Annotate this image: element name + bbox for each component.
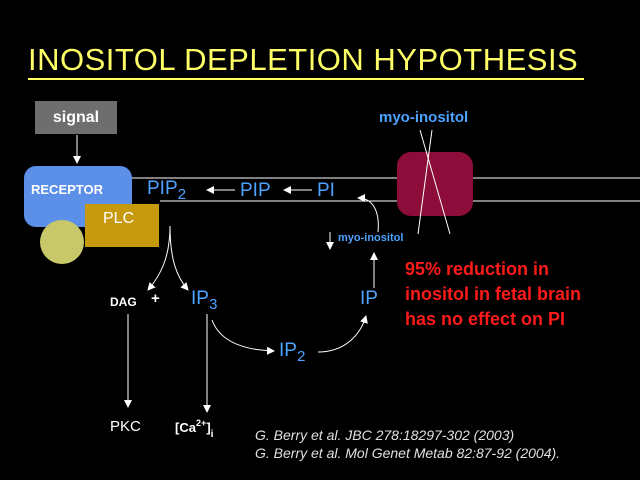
finding-text: 95% reduction in inositol in fetal brain… [405,257,581,332]
myo-inositol-top-label: myo-inositol [379,109,469,126]
pip2-subscript: 2 [177,186,187,203]
ip2-to-ip-arrow [317,315,368,353]
inositol-transporter [397,152,473,216]
calcium-label: [Ca2+]i [175,418,214,440]
ip3-label: IP3 [191,288,218,313]
references: G. Berry et al. JBC 278:18297-302 (2003)… [255,426,560,462]
ip2-label: IP2 [279,340,306,365]
plc-box: PLC [85,204,159,247]
finding-line-2: inositol in fetal brain [405,284,582,304]
plc-to-ip3-arrow [169,225,189,291]
dag-label: DAG [110,295,137,309]
plus-sign: + [151,290,160,307]
ip3-subscript: 3 [208,296,218,313]
calcium-open: [Ca [175,420,196,435]
reference-1: G. Berry et al. JBC 278:18297-302 (2003) [255,427,515,443]
ip3-to-ip2-arrow [211,319,275,355]
calcium-superscript: 2+ [195,418,207,428]
pip-label: PIP [240,180,271,201]
ip2-subscript: 2 [296,348,306,365]
slide-title: INOSITOL DEPLETION HYPOTHESIS [28,42,579,77]
pkc-label: PKC [110,418,141,435]
calcium-subscript: i [210,429,214,440]
cross-line-2 [417,129,433,235]
cross-line-1 [419,129,451,235]
ip2-base: IP [279,340,297,361]
title-underline [28,78,584,80]
ip-label: IP [360,288,378,309]
pi-label: PI [317,180,335,201]
finding-line-1: 95% reduction in [405,259,550,279]
reference-2: G. Berry et al. Mol Genet Metab 82:87-92… [255,445,561,461]
signal-box: signal [35,101,117,134]
pip2-label: PIP2 [147,178,187,203]
pip2-base: PIP [147,178,178,199]
myo-inositol-small-label: myo-inositol [338,232,404,244]
inositol-to-pi-arrow [357,194,379,233]
finding-line-3: has no effect on PI [405,309,566,329]
calcium-close: ] [206,420,211,435]
ip3-base: IP [191,288,209,309]
g-protein-circle [40,220,84,264]
